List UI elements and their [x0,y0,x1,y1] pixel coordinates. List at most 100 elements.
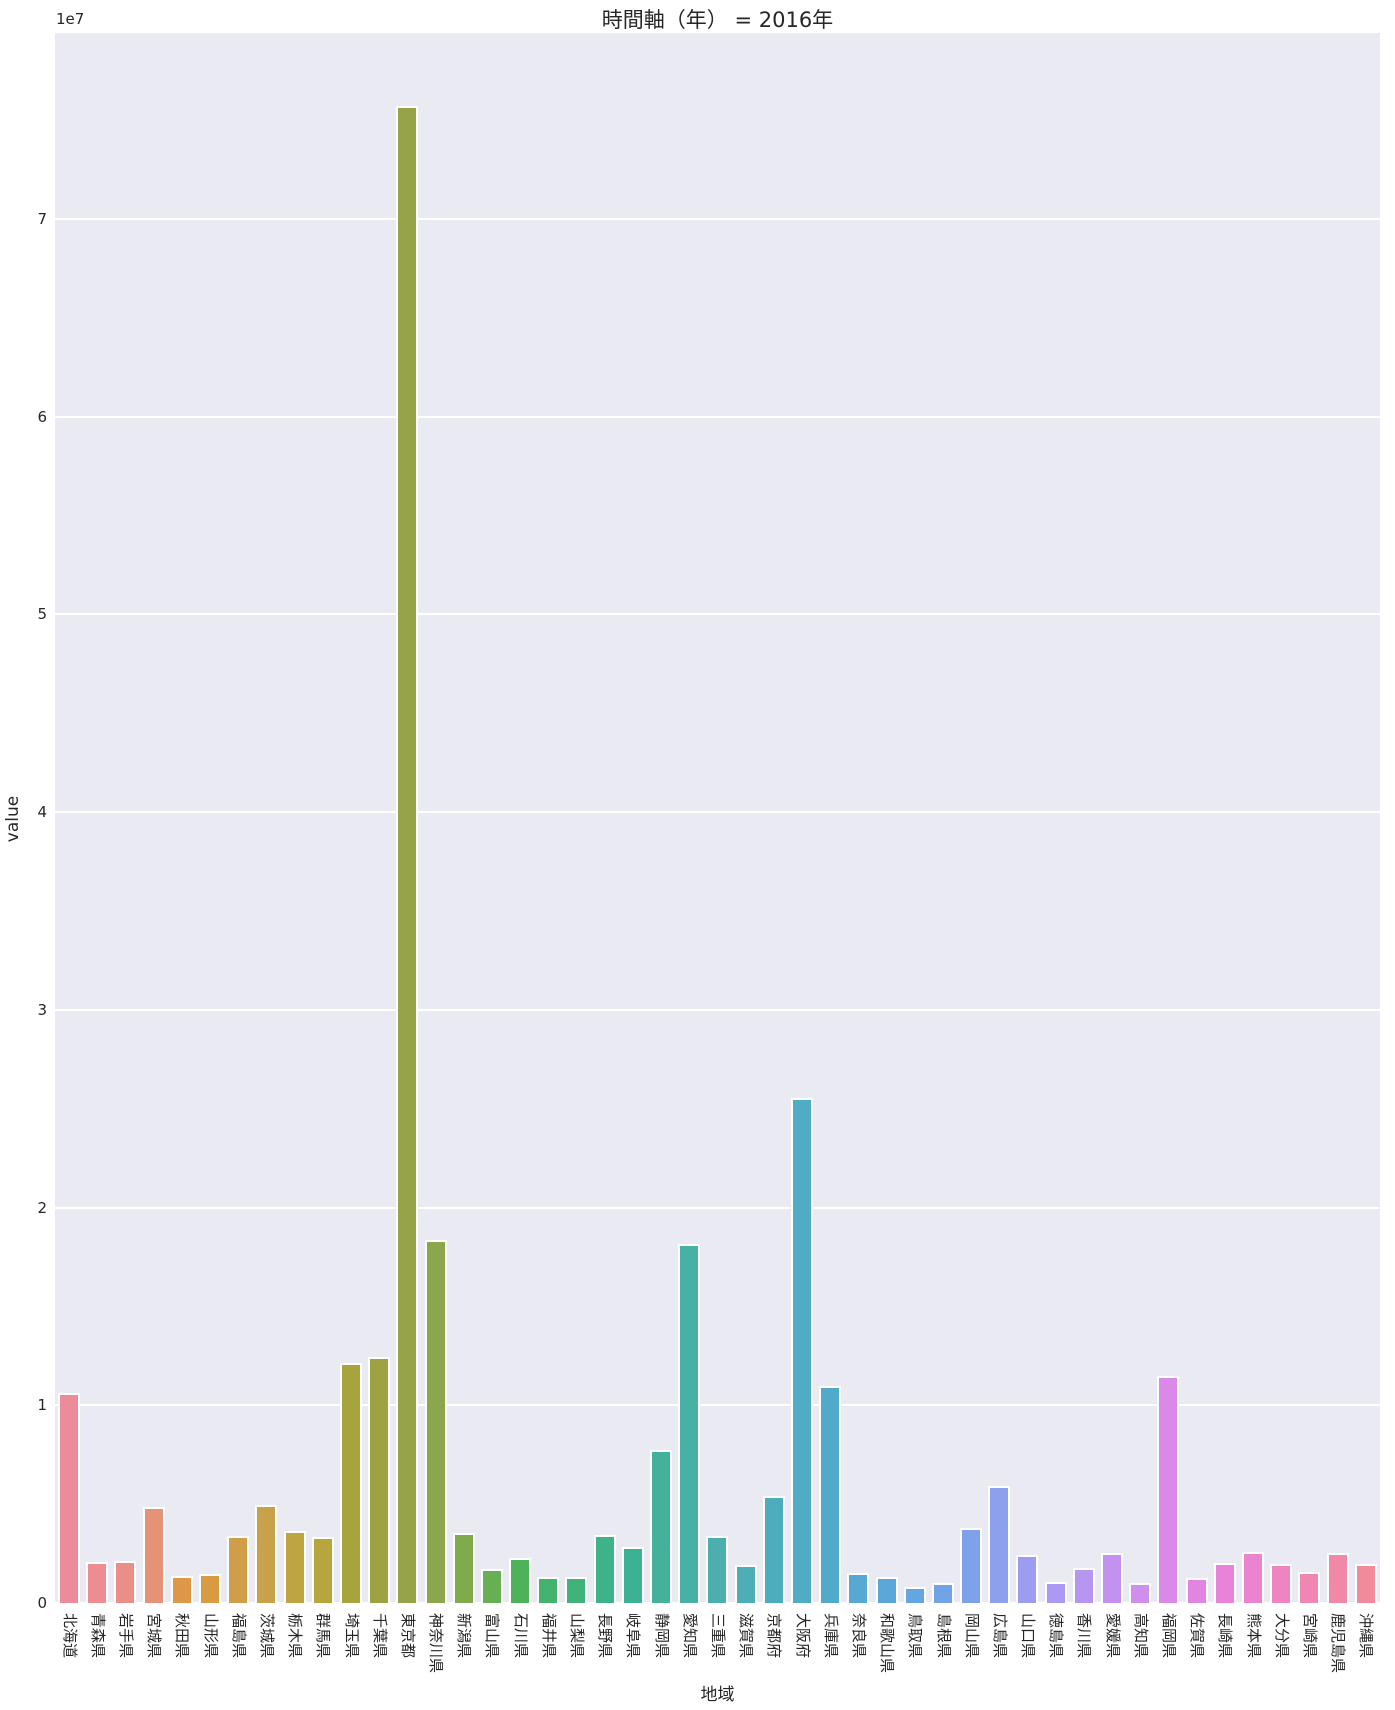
bar-slot [140,33,168,1603]
x-tick-label-栃木県: 栃木県 [286,1613,305,1659]
x-tick-label-島根県: 島根県 [934,1613,953,1659]
gridline-0 [55,1602,1380,1604]
bar-slot [478,33,506,1603]
x-tick-label-三重県: 三重県 [709,1613,727,1659]
bar-slot [1267,33,1295,1603]
bar-山梨県 [565,1576,588,1603]
x-tick-label-沖縄県: 沖縄県 [1357,1613,1376,1659]
bar-島根県 [931,1583,954,1603]
gridline-3 [55,1008,1380,1011]
x-tick-label-広島県: 広島県 [990,1613,1009,1659]
bar-slot [872,33,900,1603]
bar-slot [309,33,337,1603]
x-tick-label-千葉県: 千葉県 [370,1613,389,1659]
x-tick-label-福井県: 福井県 [539,1613,558,1659]
bar-愛媛県 [1101,1553,1124,1603]
bar-山口県 [1016,1555,1039,1603]
x-tick-label-山口県: 山口県 [1019,1613,1038,1659]
bar-栃木県 [283,1531,306,1603]
y-tick-label-5: 5 [37,605,47,624]
bar-和歌山県 [875,1577,898,1603]
bar-slot [732,33,760,1603]
x-tick-label-京都府: 京都府 [765,1613,784,1659]
bar-slot [365,33,393,1603]
gridline-6 [55,415,1380,418]
x-tick-label-神奈川県: 神奈川県 [427,1613,446,1674]
bars-container [55,33,1380,1603]
y-tick-label-1: 1 [37,1396,47,1415]
bar-茨城県 [255,1505,278,1603]
bar-長野県 [593,1535,616,1603]
bar-長崎県 [1213,1563,1236,1603]
gridline-4 [55,811,1380,814]
y-tick-label-7: 7 [37,209,47,228]
x-tick-label-東京都: 東京都 [398,1613,417,1659]
bar-slot [450,33,478,1603]
y-tick-label-6: 6 [37,407,47,426]
bar-鳥取県 [903,1587,926,1603]
y-tick-label-2: 2 [37,1198,47,1217]
bar-宮城県 [142,1507,165,1603]
x-tick-label-岡山県: 岡山県 [962,1613,981,1659]
bar-京都府 [762,1496,785,1603]
bar-埼玉県 [339,1363,362,1603]
bar-slot [281,33,309,1603]
bar-slot [534,33,562,1603]
y-tick-label-4: 4 [37,803,47,822]
x-tick-label-長崎県: 長崎県 [1216,1613,1235,1659]
bar-slot [337,33,365,1603]
bar-福井県 [537,1576,560,1603]
bar-slot [647,33,675,1603]
bar-千葉県 [368,1357,391,1603]
bar-slot [1211,33,1239,1603]
bar-徳島県 [1044,1582,1067,1603]
bar-slot [111,33,139,1603]
x-tick-label-徳島県: 徳島県 [1047,1613,1066,1659]
gridline-5 [55,613,1380,616]
x-tick-label-福岡県: 福岡県 [1160,1613,1179,1659]
x-axis-label: 地域 [700,1685,735,1705]
bar-静岡県 [650,1450,673,1603]
bar-神奈川県 [424,1240,447,1603]
x-tick-label-群馬県: 群馬県 [314,1613,333,1659]
gridline-7 [55,217,1380,220]
x-tick-label-岩手県: 岩手県 [116,1613,135,1659]
bar-slot [1323,33,1351,1603]
x-tick-label-鹿児島県: 鹿児島県 [1329,1613,1348,1674]
x-tick-label-奈良県: 奈良県 [849,1613,868,1659]
bar-熊本県 [1241,1552,1264,1603]
bar-北海道 [58,1393,81,1603]
bar-slot [675,33,703,1603]
bar-大分県 [1270,1564,1293,1603]
plot-area [55,33,1380,1604]
bar-slot [224,33,252,1603]
x-tick-label-兵庫県: 兵庫県 [821,1613,840,1659]
x-tick-label-埼玉県: 埼玉県 [342,1613,361,1659]
x-tick-label-愛媛県: 愛媛県 [1103,1613,1122,1659]
bar-slot [703,33,731,1603]
x-tick-label-宮城県: 宮城県 [145,1613,164,1659]
y-tick-label-0: 0 [37,1594,47,1612]
bar-slot [788,33,816,1603]
bar-slot [506,33,534,1603]
x-tick-label-茨城県: 茨城県 [257,1613,276,1659]
bar-広島県 [988,1485,1011,1603]
x-tick-label-熊本県: 熊本県 [1244,1613,1263,1659]
bar-slot [901,33,929,1603]
bar-slot [619,33,647,1603]
bar-slot [421,33,449,1603]
bar-鹿児島県 [1326,1553,1349,1603]
x-tick-label-富山県: 富山県 [483,1613,502,1659]
x-tick-label-大分県: 大分県 [1272,1613,1291,1659]
x-tick-label-鳥取県: 鳥取県 [906,1613,925,1659]
bar-青森県 [86,1562,109,1603]
bar-slot [844,33,872,1603]
bar-岩手県 [114,1561,137,1603]
bar-slot [760,33,788,1603]
bar-slot [1239,33,1267,1603]
bar-高知県 [1129,1583,1152,1603]
bar-三重県 [706,1536,729,1603]
x-tick-label-宮崎県: 宮崎県 [1301,1613,1320,1659]
bar-福岡県 [1157,1376,1180,1603]
